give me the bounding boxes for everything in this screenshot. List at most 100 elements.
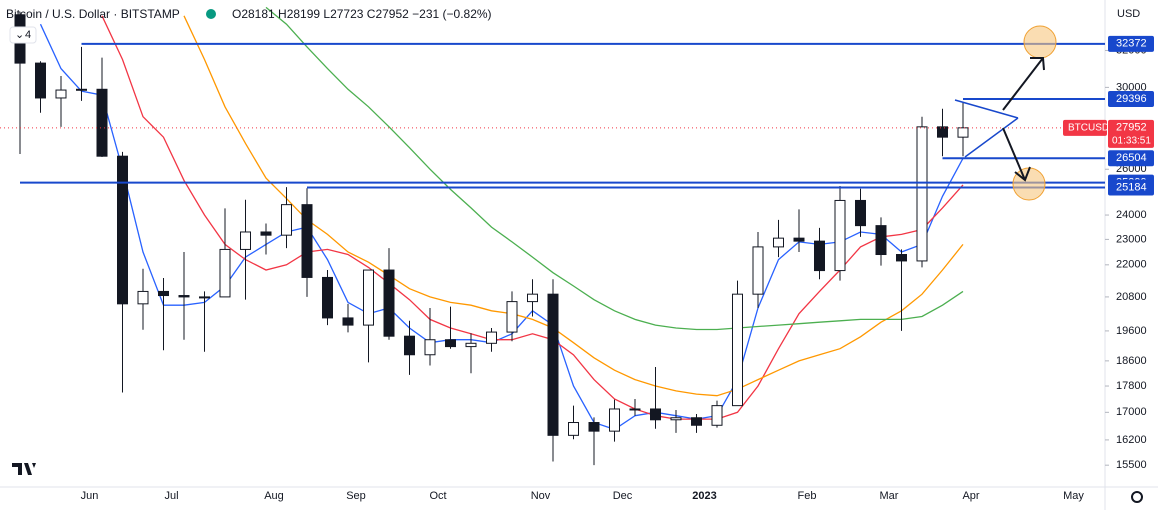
- arrow-down: [1002, 127, 1031, 182]
- level-label-bg: [1108, 91, 1154, 108]
- candle-body: [629, 408, 641, 411]
- candle-body: [793, 237, 805, 242]
- y-tick-label: 18600: [1116, 355, 1147, 367]
- triangle-lower: [964, 117, 1019, 158]
- arrow-up: [1002, 57, 1045, 111]
- candle-body: [875, 225, 887, 256]
- candle-body: [158, 290, 169, 297]
- candle-body: [732, 293, 743, 407]
- level-label-bg: [1108, 179, 1154, 196]
- candle-body: [506, 301, 518, 333]
- y-tick-label: 24000: [1116, 209, 1147, 221]
- candle-body: [35, 62, 46, 99]
- candle-body: [240, 231, 251, 250]
- candle-body: [96, 88, 108, 157]
- y-tick-label: 17800: [1116, 380, 1147, 392]
- currency[interactable]: USD: [1117, 8, 1140, 20]
- level-label: 26504: [1116, 152, 1147, 164]
- candle-body: [650, 408, 661, 421]
- level-label: 25184: [1116, 181, 1147, 193]
- x-tick-label: Mar: [880, 490, 899, 502]
- candle-body: [363, 269, 374, 326]
- x-tick-label: Feb: [798, 490, 817, 502]
- candle-body: [117, 155, 128, 305]
- candle-body: [424, 339, 436, 356]
- candle-body: [609, 408, 620, 432]
- candle-body: [855, 199, 866, 227]
- candle-body: [547, 293, 559, 436]
- moving-average: [265, 6, 964, 331]
- candle-body: [404, 335, 415, 356]
- candle-body: [486, 331, 497, 344]
- y-tick-label: 30000: [1116, 81, 1147, 93]
- candle-body: [76, 88, 87, 91]
- candle-body: [178, 295, 190, 298]
- x-tick-label: Sep: [346, 490, 366, 502]
- candle-body: [342, 317, 354, 326]
- level-label-bg: [1108, 150, 1154, 167]
- target-circle: [1023, 25, 1057, 59]
- candle-body: [957, 127, 969, 138]
- candle-body: [814, 240, 825, 272]
- triangle-upper: [954, 99, 1019, 119]
- y-tick-label: 17000: [1116, 406, 1147, 418]
- y-tick-label: 23000: [1116, 233, 1147, 245]
- indicator-toggle[interactable]: [9, 26, 37, 44]
- candle-body: [752, 246, 764, 295]
- candle-body: [527, 293, 538, 303]
- symbol-title: Bitcoin / U.S. Dollar · BITSTAMP: [6, 7, 180, 21]
- level-label: 32372: [1116, 38, 1147, 50]
- candle-body: [137, 290, 149, 305]
- y-tick-label: 16200: [1116, 434, 1147, 446]
- candle-body: [199, 296, 210, 299]
- target-circle: [1012, 167, 1046, 201]
- status-dot: [206, 9, 216, 19]
- candle-body: [55, 89, 67, 99]
- y-tick-label: 15500: [1116, 459, 1147, 471]
- candle-body: [588, 422, 600, 432]
- candle-body: [773, 237, 784, 248]
- moving-average: [101, 15, 964, 420]
- chevron: ⌄: [15, 29, 24, 41]
- symbol-label: BTCUSD: [1068, 122, 1109, 133]
- candle-body: [691, 417, 702, 426]
- ohlc-readout: O28181 H28199 L27723 C27952 −231 (−0.82%…: [232, 7, 492, 21]
- x-tick-label: Dec: [613, 490, 633, 502]
- y-tick-label: 20800: [1116, 291, 1147, 303]
- candle-body: [301, 204, 313, 278]
- x-tick-label: Oct: [429, 490, 446, 502]
- candle-body: [260, 231, 272, 236]
- candle-body: [834, 199, 846, 272]
- y-tick-label: 19600: [1116, 325, 1147, 337]
- symbol-label-bg: [1063, 119, 1107, 136]
- logo: [12, 463, 36, 475]
- x-tick-label: Aug: [264, 490, 284, 502]
- countdown-label: 01:33:51: [1112, 135, 1151, 146]
- level-label: 29396: [1116, 93, 1147, 105]
- x-tick-label: Jun: [81, 490, 99, 502]
- candle-body: [670, 417, 682, 421]
- candle-body: [916, 126, 928, 262]
- candle-body: [465, 342, 477, 348]
- moving-average: [39, 23, 964, 431]
- x-tick-label: 2023: [692, 490, 716, 502]
- candle-body: [896, 254, 907, 262]
- x-tick-label: May: [1063, 490, 1084, 502]
- last-price-label: 27952: [1116, 122, 1147, 134]
- settings[interactable]: [1131, 491, 1143, 503]
- candle-body: [219, 248, 231, 298]
- plot-area: [14, 6, 969, 466]
- x-tick-label: Nov: [531, 490, 551, 502]
- moving-average: [183, 15, 964, 397]
- candle-body: [711, 405, 723, 426]
- overlay: [954, 25, 1057, 201]
- candle-body: [568, 422, 579, 436]
- x-tick-label: Apr: [962, 490, 979, 502]
- level-label-bg: [1108, 35, 1154, 52]
- candle-body: [937, 126, 948, 138]
- candle-body: [445, 339, 456, 348]
- candle-body: [281, 204, 292, 236]
- candle-body: [322, 276, 333, 319]
- candle-body: [383, 269, 395, 337]
